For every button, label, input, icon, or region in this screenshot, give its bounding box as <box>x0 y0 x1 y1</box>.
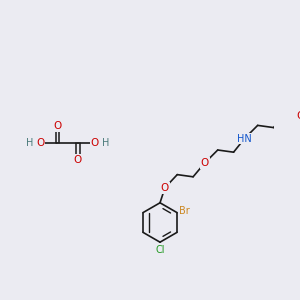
Text: O: O <box>297 111 300 121</box>
Text: H: H <box>102 138 109 148</box>
Text: O: O <box>200 158 209 168</box>
Text: O: O <box>74 155 82 165</box>
Text: O: O <box>36 138 45 148</box>
Text: O: O <box>53 121 62 131</box>
Text: HN: HN <box>237 134 252 143</box>
Text: Cl: Cl <box>155 245 165 255</box>
Text: Br: Br <box>179 206 190 216</box>
Text: O: O <box>91 138 99 148</box>
Text: O: O <box>161 183 169 193</box>
Text: H: H <box>26 138 34 148</box>
